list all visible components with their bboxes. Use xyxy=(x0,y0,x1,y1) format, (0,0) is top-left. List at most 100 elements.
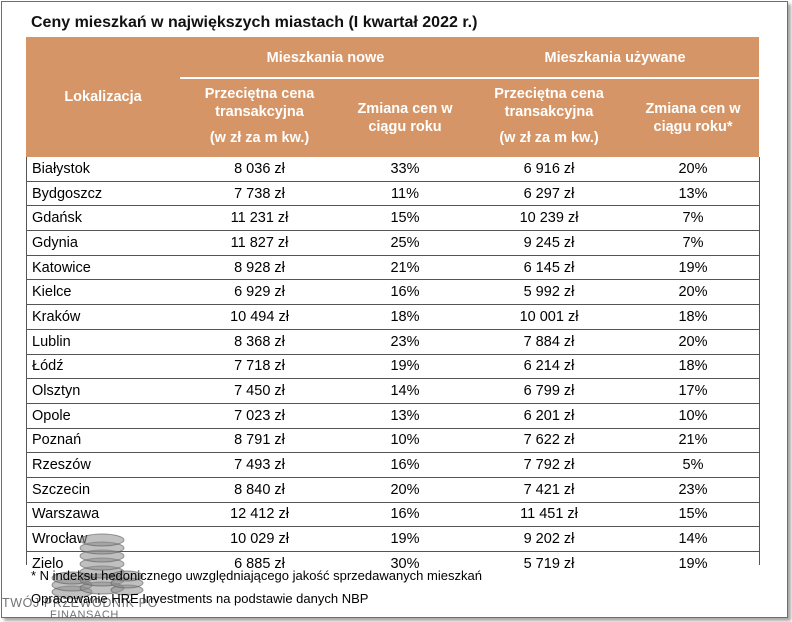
new-change-cell: 18% xyxy=(339,304,471,330)
header-used-apartments-label: Mieszkania używane xyxy=(544,50,686,66)
new-change-cell: 10% xyxy=(339,428,471,454)
source-note: Opracowanie HRE Investments na podstawie… xyxy=(31,591,369,606)
used-change-cell: 19% xyxy=(678,555,708,572)
header-row-columns: Przeciętna cena transakcyjna (w zł za m … xyxy=(26,79,759,157)
used-price-cell: 7 884 zł xyxy=(471,329,627,355)
new-price-cell: 7 738 zł xyxy=(180,181,339,207)
used-price-cell: 5 719 zł xyxy=(523,555,575,572)
city-cell: Zielo xyxy=(32,555,64,572)
new-change-cell: 20% xyxy=(339,477,471,503)
used-change-cell: 14% xyxy=(627,526,759,552)
city-cell: Katowice xyxy=(26,255,180,281)
used-change-cell: 15% xyxy=(627,502,759,528)
table-row: Łódź 7 718 zł 19% 6 214 zł 18% xyxy=(26,354,759,380)
new-change-cell: 25% xyxy=(339,230,471,256)
table-body: Białystok 8 036 zł 33% 6 916 zł 20% Bydgoszcz… xyxy=(26,157,759,576)
header-used-price-label: Przeciętna cena transakcyjna xyxy=(494,86,604,120)
new-price-cell: 8 036 zł xyxy=(180,157,339,182)
city-cell: Białystok xyxy=(26,157,180,182)
header-divider xyxy=(471,77,759,79)
watermark-line-1: TWÓJ PRZEWODNIK PO xyxy=(2,596,158,610)
header-new-price: Przeciętna cena transakcyjna (w zł za m … xyxy=(180,79,339,157)
header-used-change: Zmiana cen w ciągu roku* xyxy=(627,79,759,157)
header-new-apartments: Mieszkania nowe xyxy=(180,37,471,79)
new-price-cell: 8 840 zł xyxy=(180,477,339,503)
new-price-cell: 12 412 zł xyxy=(180,502,339,528)
new-price-cell: 6 929 zł xyxy=(180,279,339,306)
table-row: Białystok 8 036 zł 33% 6 916 zł 20% xyxy=(26,157,759,182)
used-price-cell: 7 421 zł xyxy=(471,477,627,503)
used-price-cell: 9 245 zł xyxy=(471,230,627,256)
new-change-cell: 23% xyxy=(339,329,471,355)
table-row: Kraków 10 494 zł 18% 10 001 zł 18% xyxy=(26,304,759,330)
watermark-line-2: FINANSACH xyxy=(50,609,119,621)
header-used-price: Przeciętna cena transakcyjna (w zł za m … xyxy=(471,79,627,157)
coins-stack-icon xyxy=(51,533,144,599)
used-change-cell: 20% xyxy=(627,157,759,182)
used-change-cell: 18% xyxy=(627,304,759,330)
city-cell: Łódź xyxy=(26,354,180,380)
header-divider xyxy=(180,77,471,79)
city-cell: Rzeszów xyxy=(26,452,180,478)
used-change-cell: 19% xyxy=(627,255,759,281)
new-price-cell: 11 231 zł xyxy=(180,205,339,232)
used-change-cell: 18% xyxy=(627,354,759,380)
new-price-cell: 10 029 zł xyxy=(180,526,339,552)
new-change-cell: 13% xyxy=(339,403,471,429)
used-price-cell: 6 916 zł xyxy=(471,157,627,182)
new-change-cell: 21% xyxy=(339,255,471,281)
table-row: Gdańsk 11 231 zł 15% 10 239 zł 7% xyxy=(26,205,759,232)
used-price-cell: 11 451 zł xyxy=(471,502,627,528)
used-change-cell: 7% xyxy=(627,205,759,232)
table-row: Katowice 8 928 zł 21% 6 145 zł 19% xyxy=(26,255,759,281)
new-change-cell: 33% xyxy=(339,157,471,182)
used-change-cell: 17% xyxy=(627,378,759,404)
new-price-cell: 8 791 zł xyxy=(180,428,339,454)
used-price-cell: 6 201 zł xyxy=(471,403,627,429)
prices-table: Lokalizacja Mieszkania nowe Mieszkania u… xyxy=(26,37,759,576)
header-new-price-unit: (w zł za m kw.) xyxy=(209,130,310,146)
city-cell: Olsztyn xyxy=(26,378,180,404)
table-row: Gdynia 11 827 zł 25% 9 245 zł 7% xyxy=(26,230,759,256)
footnote: * N indeksu hedonicznego uwzględniająceg… xyxy=(31,568,482,583)
new-price-cell: 10 494 zł xyxy=(180,304,339,330)
new-price-cell: 8 368 zł xyxy=(180,329,339,355)
table-row: Rzeszów 7 493 zł 16% 7 792 zł 5% xyxy=(26,452,759,478)
city-cell: Opole xyxy=(26,403,180,429)
used-price-cell: 9 202 zł xyxy=(471,526,627,552)
page-title: Ceny mieszkań w największych miastach (I… xyxy=(31,14,478,31)
used-price-cell: 5 992 zł xyxy=(471,279,627,306)
new-price-cell: 6 885 zł xyxy=(234,555,285,572)
table-row: Bydgoszcz 7 738 zł 11% 6 297 zł 13% xyxy=(26,181,759,207)
header-new-apartments-label: Mieszkania nowe xyxy=(266,50,385,66)
new-change-cell: 15% xyxy=(339,205,471,232)
table-row: Lublin 8 368 zł 23% 7 884 zł 20% xyxy=(26,329,759,355)
table-row: Poznań 8 791 zł 10% 7 622 zł 21% xyxy=(26,428,759,454)
new-price-cell: 7 450 zł xyxy=(180,378,339,404)
city-cell: Lublin xyxy=(26,329,180,355)
used-change-cell: 7% xyxy=(627,230,759,256)
city-cell: Szczecin xyxy=(26,477,180,503)
used-change-cell: 21% xyxy=(627,428,759,454)
city-cell: Poznań xyxy=(26,428,180,454)
used-change-cell: 5% xyxy=(627,452,759,478)
used-price-cell: 7 792 zł xyxy=(471,452,627,478)
city-cell: Warszawa xyxy=(26,502,180,528)
used-change-cell: 13% xyxy=(627,181,759,207)
new-change-cell: 16% xyxy=(339,279,471,306)
new-price-cell: 11 827 zł xyxy=(180,230,339,256)
new-change-cell: 30% xyxy=(390,555,420,572)
new-change-cell: 19% xyxy=(339,526,471,552)
table-row: Zielo 6 885 zł 30% 5 719 zł 19% xyxy=(26,552,759,576)
header-new-change: Zmiana cen w ciągu roku xyxy=(339,79,471,157)
table-row: Olsztyn 7 450 zł 14% 6 799 zł 17% xyxy=(26,378,759,404)
new-change-cell: 19% xyxy=(339,354,471,380)
city-cell: Kielce xyxy=(26,279,180,306)
city-cell: Bydgoszcz xyxy=(26,181,180,207)
used-price-cell: 7 622 zł xyxy=(471,428,627,454)
new-price-cell: 8 928 zł xyxy=(180,255,339,281)
new-change-cell: 14% xyxy=(339,378,471,404)
city-cell: Gdynia xyxy=(26,230,180,256)
new-price-cell: 7 493 zł xyxy=(180,452,339,478)
new-change-cell: 16% xyxy=(339,452,471,478)
